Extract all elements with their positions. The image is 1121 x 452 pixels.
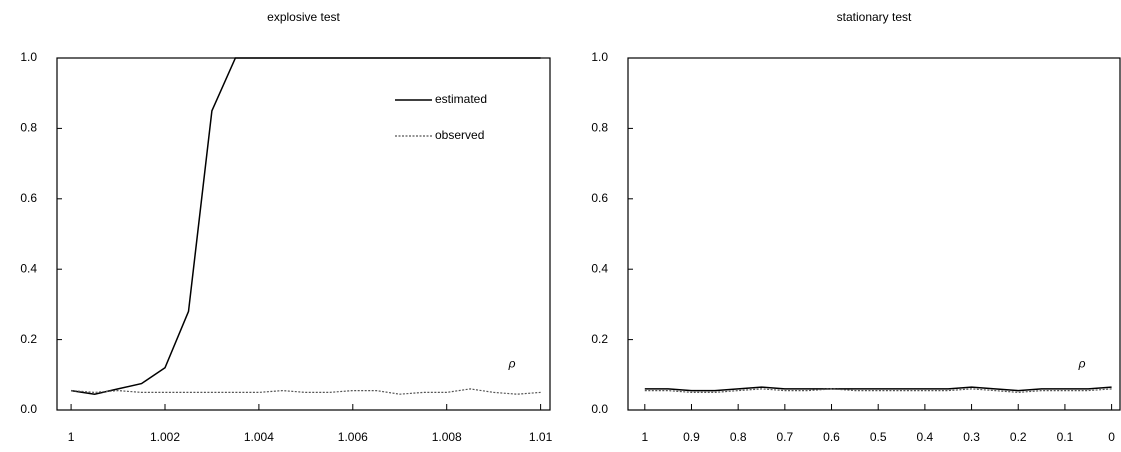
x-tick-label: 0.5: [870, 430, 887, 444]
x-tick-label: 0.1: [1057, 430, 1074, 444]
y-tick-label: 0.4: [591, 261, 608, 275]
y-tick-label: 0.2: [591, 332, 608, 346]
y-tick-label: 0.2: [20, 332, 37, 346]
chart-title: stationary test: [837, 10, 912, 24]
x-tick-label: 0.2: [1010, 430, 1027, 444]
chart-title: explosive test: [267, 10, 340, 24]
x-tick-label: 0.4: [917, 430, 934, 444]
x-tick-label: 0: [1108, 430, 1115, 444]
annotation: ρ: [508, 356, 516, 370]
x-tick-label: 0.9: [683, 430, 700, 444]
x-tick-label: 0.7: [776, 430, 793, 444]
y-tick-label: 0.0: [591, 402, 608, 416]
legend-label: observed: [435, 128, 484, 142]
x-tick-label: 0.3: [963, 430, 980, 444]
y-tick-label: 0.6: [20, 191, 37, 205]
x-tick-label: 1: [68, 430, 75, 444]
x-tick-label: 1.002: [150, 430, 180, 444]
series-line: [644, 386, 1112, 392]
x-tick-label: 1: [641, 430, 648, 444]
annotation: ρ: [1078, 356, 1086, 370]
x-tick-label: 0.6: [823, 430, 840, 444]
series-line: [70, 57, 541, 395]
y-tick-label: 1.0: [20, 50, 37, 64]
y-tick-label: 0.6: [591, 191, 608, 205]
plot-frame: [627, 57, 1121, 411]
series-line: [71, 388, 541, 395]
y-tick-label: 1.0: [591, 50, 608, 64]
x-tick-label: 1.006: [338, 430, 368, 444]
plot-frame: [56, 57, 551, 411]
y-tick-label: 0.8: [20, 121, 37, 135]
y-tick-label: 0.0: [20, 402, 37, 416]
x-tick-label: 1.004: [244, 430, 274, 444]
y-tick-label: 0.4: [20, 261, 37, 275]
series-line: [644, 388, 1112, 394]
x-tick-label: 0.8: [730, 430, 747, 444]
x-tick-label: 1.01: [529, 430, 553, 444]
y-tick-label: 0.8: [591, 121, 608, 135]
legend-label: estimated: [435, 92, 487, 106]
x-tick-label: 1.008: [432, 430, 462, 444]
